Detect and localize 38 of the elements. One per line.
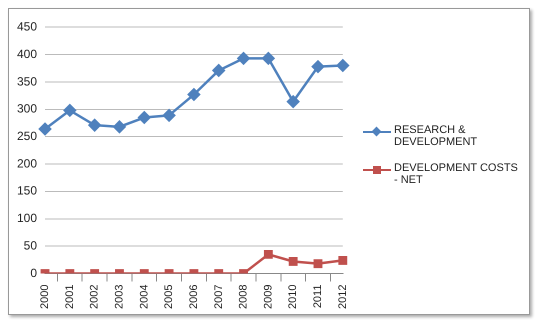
y-tick-label: 300 — [16, 101, 38, 116]
x-tick-label: 2007 — [212, 284, 225, 309]
y-tick-label: 150 — [16, 183, 38, 198]
y-tick-label: 350 — [16, 74, 38, 88]
y-tick-label: 0 — [30, 265, 38, 280]
legend-label: DEVELOPMENT COSTS - NET — [394, 162, 519, 186]
x-tick-label: 2002 — [88, 284, 101, 309]
point — [88, 118, 101, 131]
y-tick-label: 50 — [24, 238, 38, 252]
legend-label: RESEARCH & DEVELOPMENT — [394, 124, 478, 148]
x-tick-label: 2006 — [188, 284, 200, 309]
point — [162, 108, 176, 122]
point — [286, 94, 300, 108]
point — [64, 104, 76, 116]
point — [312, 60, 324, 72]
y-tick-label: 450 — [16, 19, 38, 34]
x-tick-label: 2004 — [138, 284, 150, 309]
y-tick-label: 100 — [16, 210, 38, 225]
point — [188, 88, 200, 100]
point — [262, 52, 275, 64]
x-tick-label: 2008 — [238, 284, 250, 309]
y-tick-label: 400 — [16, 46, 38, 60]
x-tick-label: 2005 — [163, 284, 176, 309]
y-tick-label: 200 — [16, 156, 38, 170]
y-tick-label: 250 — [16, 128, 38, 142]
point — [38, 122, 52, 135]
x-tick-label: 2003 — [113, 284, 126, 309]
point — [113, 120, 126, 133]
x-tick-label: 2012 — [336, 284, 349, 309]
point — [138, 110, 151, 124]
x-tick-label: 2000 — [39, 284, 52, 309]
x-tick-label: 2010 — [287, 284, 300, 309]
point — [336, 58, 350, 72]
point — [237, 52, 250, 64]
x-tick-label: 2009 — [262, 284, 274, 309]
point — [212, 64, 225, 76]
x-tick-label: 2001 — [64, 284, 76, 309]
x-tick-label: 2011 — [312, 284, 324, 308]
